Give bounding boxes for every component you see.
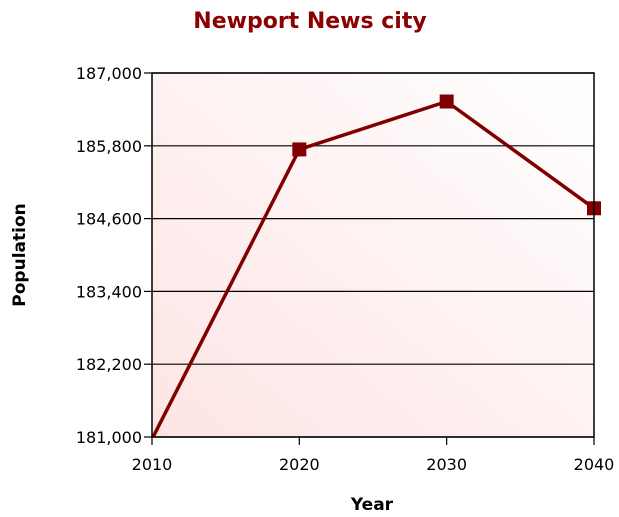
x-tick-label: 2040 (574, 455, 615, 474)
data-point-marker (439, 94, 454, 109)
y-tick-label: 182,200 (76, 355, 142, 374)
y-tick-label: 184,600 (76, 210, 142, 229)
x-tick-label: 2030 (426, 455, 467, 474)
y-tick-label: 183,400 (76, 282, 142, 301)
x-tick-label: 2010 (132, 455, 173, 474)
data-point-marker (292, 142, 307, 157)
y-axis-tick-labels: 181,000 182,200 183,400 184,600 185,800 187,0… (76, 64, 142, 447)
chart-title: Newport News city (193, 9, 426, 34)
y-axis-title: Population (10, 203, 30, 306)
series (152, 99, 594, 437)
y-tick-label: 187,000 (76, 64, 142, 83)
x-axis-tick-labels: 2010 2020 2030 2040 (132, 455, 615, 474)
y-tick-label: 181,000 (76, 428, 142, 447)
y-tick-label: 185,800 (76, 137, 142, 156)
x-axis-title: Year (350, 495, 394, 515)
x-tick-label: 2020 (279, 455, 320, 474)
plot-border (151, 72, 595, 438)
series-line (152, 99, 594, 437)
plot-area (152, 73, 594, 437)
